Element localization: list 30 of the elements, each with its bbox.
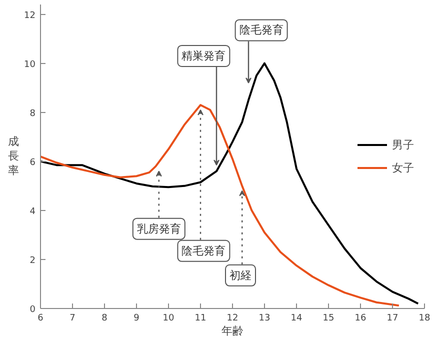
- y-tick-label: 0: [30, 305, 36, 315]
- annotation: 初経: [230, 268, 252, 282]
- y-tick-label: 8: [30, 108, 36, 119]
- x-tick-label: 14: [290, 314, 302, 324]
- x-tick-label: 13: [258, 314, 270, 324]
- annotation: 精巣発育: [182, 49, 226, 62]
- legend-label: 男子: [392, 138, 414, 152]
- x-tick-label: 6: [38, 314, 44, 324]
- x-tick-label: 10: [162, 314, 174, 324]
- y-tick-label: 4: [30, 206, 36, 217]
- x-tick-label: 17: [386, 314, 398, 324]
- x-tick-label: 9: [134, 314, 140, 324]
- y-tick-label: 6: [30, 158, 36, 168]
- y-tick-label: 10: [24, 60, 36, 70]
- x-tick-label: 7: [70, 314, 76, 324]
- line-series: [40, 62, 420, 305]
- x-tick-label: 15: [322, 314, 334, 324]
- annotation: 陰毛発育: [182, 244, 226, 258]
- x-tick-label: 18: [418, 314, 430, 324]
- y-axis-title: 成長率: [8, 135, 20, 177]
- x-tick-label: 12: [226, 314, 238, 324]
- x-tick-label: 16: [354, 314, 366, 324]
- x-tick-label: 8: [102, 314, 108, 324]
- legend-label: 女子: [392, 161, 414, 175]
- annotation: 陰毛発育: [239, 24, 284, 37]
- x-tick-label: 11: [194, 314, 206, 324]
- annotation: 乳房発育: [136, 222, 181, 236]
- x-axis-title: 年齢: [222, 326, 244, 338]
- y-tick-label: 2: [30, 256, 36, 266]
- y-tick-label: 12: [24, 10, 36, 21]
